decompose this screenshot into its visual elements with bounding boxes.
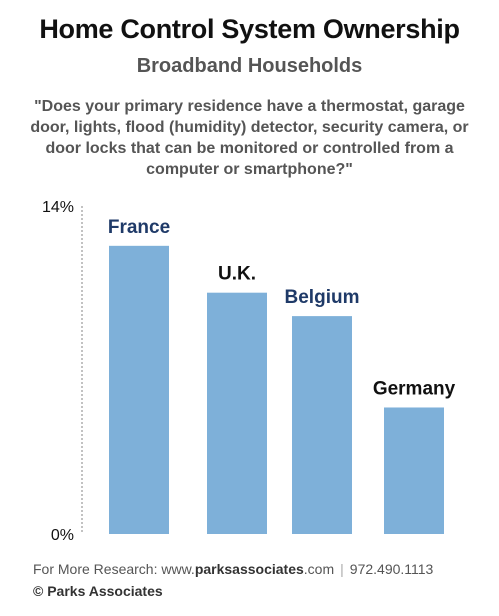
bar-uk [207, 292, 267, 534]
category-label-uk: U.K. [218, 264, 256, 285]
bar-germany [384, 407, 444, 534]
chart-title: Home Control System Ownership [39, 14, 460, 44]
chart-subtitle: Broadband Households [136, 55, 363, 77]
footer-site-suffix: .com [303, 561, 335, 577]
y-tick-min: 0% [51, 527, 74, 544]
footer-research: For More Research: www.parksassociates.c… [33, 561, 433, 577]
bar-belgium [292, 316, 352, 534]
survey-question: "Does your primary residence have a ther… [30, 98, 469, 178]
category-label-france: France [108, 217, 170, 238]
bar-chart: 14% 0% France U.K. Belgium Germany [42, 199, 456, 544]
footer-site-link[interactable]: parksassociates.com [195, 561, 334, 577]
footer-prefix: For More Research: www. [33, 561, 195, 577]
category-label-belgium: Belgium [285, 287, 360, 308]
bar-france [109, 245, 169, 535]
category-label-germany: Germany [373, 378, 456, 399]
footer-separator: | [340, 561, 344, 577]
y-tick-max: 14% [42, 199, 74, 216]
footer-phone: 972.490.1113 [349, 561, 434, 577]
footer-site-bold: parksassociates [194, 561, 304, 577]
copyright: © Parks Associates [33, 583, 163, 599]
